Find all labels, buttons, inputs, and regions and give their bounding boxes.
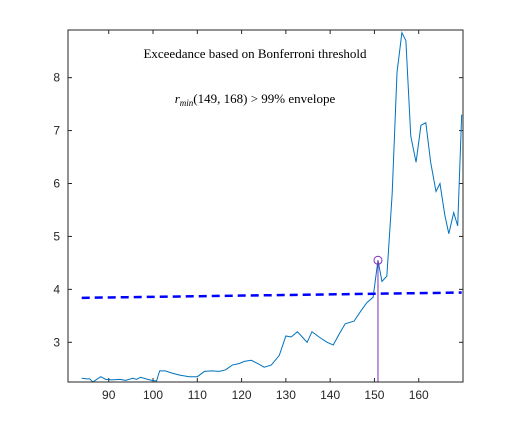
line — [81, 30, 463, 383]
annotation: rmin(149, 168) > 99% envelope — [175, 91, 336, 108]
axes-box — [67, 29, 464, 383]
annotation-text: (149, 168) > 99% envelope — [193, 91, 335, 106]
x-tick-label: 160 — [409, 388, 429, 402]
stem-marker — [373, 255, 383, 265]
x-tick-label: 100 — [143, 388, 163, 402]
x-tick-label: 140 — [320, 388, 340, 402]
x-tick-label: 120 — [232, 388, 252, 402]
chart-title: Exceedance based on Bonferroni threshold — [143, 46, 367, 61]
x-tick-label: 130 — [276, 388, 296, 402]
y-tick-label: 3 — [53, 335, 60, 349]
y-tick-label: 5 — [53, 229, 60, 243]
y-tick-label: 8 — [53, 71, 60, 85]
x-tick-label: 110 — [188, 388, 207, 402]
x-tick-label: 150 — [364, 388, 384, 402]
y-tick-label: 6 — [53, 177, 60, 191]
annotation-subscript: min — [180, 98, 194, 108]
y-tick-label: 7 — [53, 124, 60, 138]
y-tick-label: 4 — [53, 282, 60, 296]
line — [81, 291, 462, 300]
x-tick-label: 90 — [102, 388, 116, 402]
annotation-symbol: r — [175, 91, 181, 106]
